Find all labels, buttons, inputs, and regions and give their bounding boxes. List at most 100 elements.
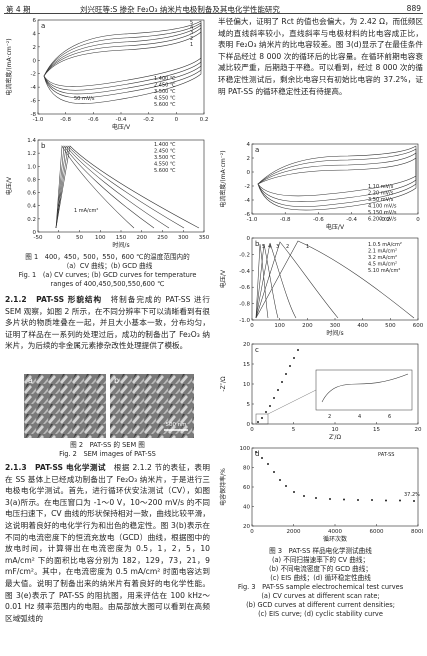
x-tick-label: 20	[415, 427, 422, 433]
x-tick-label: 6000	[370, 529, 384, 535]
page-number: 889	[406, 4, 421, 13]
x-tick-label: -0.6	[313, 217, 324, 223]
y-tick-label: -0.6	[239, 285, 250, 291]
caption-en: Fig. 3 PAT-SS sample electrochemical tes…	[237, 583, 404, 591]
x-tick-label: -0.4	[346, 217, 357, 223]
legend-entry: 5.150 mV/s	[368, 210, 397, 216]
caption-cn: (c) EIS 曲线；(d) 循环稳定性曲线	[270, 574, 371, 582]
legend-entry: 3.500 ℃	[154, 89, 176, 95]
x-tick-label: 4000	[328, 529, 342, 535]
y-tick-label: 60	[243, 485, 250, 491]
figure-2-caption: 图 2 PAT-SS 的 SEM 图 Fig. 2 SEM images of …	[5, 441, 210, 459]
figure-1a: 6 4 2 0 -2 -4 -6 -8-1.0 -0.8 -0.6 -0.4 -0.2 0 0.2 电压/V…	[5, 18, 208, 131]
caption-cn: (b) 不同电流密度下的 GCD 曲线；	[269, 565, 372, 573]
legend-entry: 4.550 ℃	[154, 162, 176, 168]
y-tick-label: -4	[245, 198, 251, 204]
annotation: 2	[190, 36, 193, 42]
annotation: 1	[306, 244, 309, 250]
x-tick-label: 300	[178, 235, 189, 241]
section-2-1-3: 2.1.3 PAT-SS 电化学测试 根据 2.1.2 节的表征，表明在 SS …	[5, 462, 210, 624]
y-axis-label: 电压/V	[219, 269, 227, 288]
legend-entry: 4.5 mA/cm²	[368, 262, 397, 268]
zoom-line	[267, 389, 317, 415]
caption-cn: (a) 不同扫描速率下的 CV 曲线；	[271, 556, 370, 564]
caption-en: Fig. 2 SEM images of PAT-SS	[59, 450, 156, 458]
retention-points	[255, 451, 415, 502]
y-tick-label: 0	[247, 422, 251, 428]
caption-en: Fig. 1 (a) CV curves; (b) GCD curves for…	[18, 271, 197, 279]
x-axis-label: 循环次数	[323, 535, 347, 543]
y-tick-label: -4	[31, 85, 37, 91]
legend-entry: 6.200 mV/s	[368, 217, 397, 223]
sem-image	[24, 374, 106, 438]
x-tick-label: -0.2	[143, 117, 154, 123]
x-tick-label: -0.2	[379, 217, 390, 223]
legend-entry: 1.400 ℃	[154, 76, 176, 82]
y-tick-label: 20	[243, 524, 250, 530]
annotation: 5	[190, 20, 193, 26]
scale-bar-label: 500 nm	[165, 422, 186, 428]
inset-curve	[321, 373, 409, 403]
x-tick-label: 0	[250, 529, 254, 535]
section-text: 将制备完成的 PAT-SS 进行 SEM 观察，如图 2 所示，在不同分辨率下可…	[5, 295, 210, 351]
x-tick-label: 100	[274, 323, 285, 329]
y-tick-label: -2	[245, 184, 250, 190]
y-tick-label: 100	[240, 446, 251, 452]
legend-entry: 1.0.5 mA/cm²	[368, 242, 402, 248]
annotation: 50 mV/s	[74, 96, 95, 102]
x-tick-label: 200	[137, 235, 148, 241]
issue: 第 4 期	[6, 5, 31, 14]
caption-cn: 图 2 PAT-SS 的 SEM 图	[70, 441, 145, 449]
x-tick-label: -50	[34, 235, 43, 241]
y-tick-label: 6	[33, 18, 37, 24]
x-tick-label: 5	[292, 427, 296, 433]
y-tick-label: 2	[247, 156, 251, 162]
caption-en: (c) EIS curve; (d) cyclic stability curv…	[258, 610, 383, 618]
legend-entry: 3.500 ℃	[154, 155, 176, 161]
x-tick-label: -1.0	[33, 117, 44, 123]
x-tick-label: 50	[76, 235, 83, 241]
legend-entry: 2.1 mA/cm²	[368, 249, 397, 255]
panel-label: c	[255, 346, 259, 354]
y-tick-label: 20	[243, 342, 250, 348]
x-axis-label: 时间/s	[326, 329, 343, 337]
header-rule	[4, 13, 423, 14]
annotation: 6	[388, 414, 391, 420]
legend-entry: 3.2 mA/cm²	[368, 255, 397, 261]
panel-label: a	[28, 376, 33, 385]
x-axis-label: 时间/s	[112, 241, 129, 249]
y-axis-label: 电容保持率/%	[219, 468, 227, 506]
x-axis-label: 电压/V	[112, 123, 131, 131]
y-tick-label: 0	[247, 236, 251, 242]
legend-entry: 4.100 mV/s	[368, 204, 397, 210]
x-axis-label: 电压/V	[326, 223, 345, 231]
figure-3-caption: 图 3 PAT-SS 样品电化学测试曲线 (a) 不同扫描速率下的 CV 曲线；…	[218, 547, 423, 619]
annotation: 4	[190, 25, 193, 31]
figure-1b: 1.41.21.00.80.60.40.20-50 0 50 100 150 200 250…	[5, 138, 210, 249]
y-tick-label: -1.0	[239, 318, 250, 324]
y-tick-label: -0.4	[239, 269, 250, 275]
annotation: 5	[262, 244, 265, 250]
figure-3b: 0-0.2-0.4-0.6-0.8-1.00 100 200 300 400 500 600…	[219, 236, 423, 337]
y-tick-label: 80	[243, 466, 250, 472]
annotation: 1 mA/cm²	[74, 208, 98, 214]
y-tick-label: 0.2	[27, 217, 36, 223]
section-text: 根据 2.1.2 节的表征，表明在 SS 基体上已经成功制备出了 Fe₂O₃ 纳…	[5, 463, 210, 623]
x-tick-label: 0	[416, 217, 420, 223]
x-tick-label: -1.0	[247, 217, 258, 223]
y-tick-label: 1.4	[27, 138, 36, 144]
panel-label: b	[114, 376, 119, 385]
plot-frame	[251, 143, 419, 215]
annotation: 2	[328, 414, 331, 420]
y-tick-label: 40	[243, 505, 250, 511]
y-tick-label: 1.0	[27, 164, 36, 170]
x-tick-label: 0	[175, 117, 179, 123]
annotation: 4	[358, 414, 361, 420]
x-tick-label: 0	[57, 235, 61, 241]
y-tick-label: 10	[243, 382, 250, 388]
y-tick-label: 15	[243, 362, 250, 368]
paragraph: 半径偏大，证明了 Rct 的值也会偏大，为 2.42 Ω，而低频区域的直线斜率较…	[218, 17, 423, 96]
caption-en: (a) CV curves at different scan rate;	[261, 592, 380, 600]
y-tick-label: 0	[247, 170, 251, 176]
